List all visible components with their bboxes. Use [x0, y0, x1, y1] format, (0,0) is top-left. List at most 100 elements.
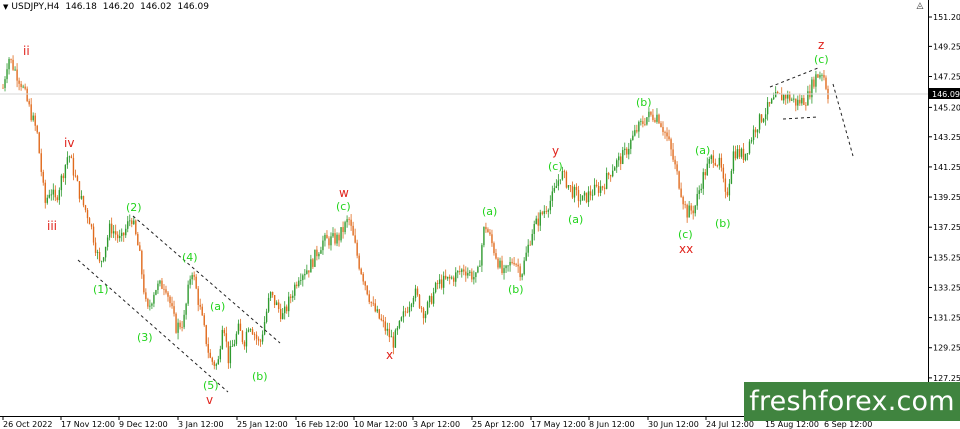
candle-body [209, 352, 211, 358]
candle-body [752, 129, 755, 141]
candle-body [328, 238, 330, 246]
candle-body [235, 333, 238, 344]
candle-body [56, 197, 59, 201]
candle-body [159, 280, 161, 284]
candle-body [537, 218, 539, 226]
candle-body [211, 357, 213, 362]
candle-body [20, 83, 22, 88]
candle-body [781, 93, 783, 101]
candle-body [6, 69, 8, 80]
candle-body [338, 234, 340, 241]
projection-line[interactable] [832, 83, 854, 157]
candle-body [219, 349, 222, 360]
candle-body [451, 277, 453, 279]
candle-body [477, 266, 479, 273]
candle-body [408, 307, 411, 313]
candle-body [137, 234, 139, 246]
wave-label-c-z: (c) [814, 53, 829, 66]
candle-body [193, 275, 195, 277]
price-tick-label: 137.25 [933, 223, 960, 232]
candle-body [807, 91, 809, 106]
candle-body [167, 292, 169, 297]
triangle-upper-line[interactable] [769, 67, 819, 88]
candle-body [457, 271, 459, 273]
candle-body [469, 271, 471, 274]
candle-body [509, 261, 511, 266]
candle-body [690, 205, 692, 211]
wave-label-1: (1) [93, 283, 109, 296]
candle-body [42, 171, 44, 183]
candle-body [390, 336, 393, 338]
candle-body [442, 275, 445, 288]
candle-body [722, 167, 725, 179]
candle-body [728, 183, 731, 196]
current-price-box [929, 88, 960, 99]
candle-body [774, 91, 777, 98]
candle-body [129, 220, 131, 222]
candle-body [817, 74, 819, 78]
wave-label-ii: ii [23, 44, 30, 58]
candle-body [324, 234, 326, 241]
time-axis[interactable]: 26 Oct 2022 17 Nov 12:00 9 Dec 12:00 3 Jan … [0, 416, 929, 429]
candle-body [26, 88, 28, 102]
candle-body [362, 273, 364, 282]
candle-body [706, 163, 708, 176]
candle-body [88, 218, 91, 225]
candle-body [10, 59, 12, 60]
candle-body [336, 234, 338, 244]
candle-body [708, 159, 710, 164]
candle-body [461, 269, 463, 272]
candle-body [376, 309, 378, 312]
price-axis[interactable]: 151.20 149.25 147.25 145.20 143.25 141.25 139.… [928, 0, 960, 416]
candle-body [650, 111, 652, 115]
candle-body [479, 265, 481, 267]
candle-body [698, 190, 700, 194]
wave-label-c-y: (c) [548, 160, 563, 173]
chart-shift-icon[interactable]: ◬ [916, 1, 924, 11]
candle-body [247, 329, 250, 332]
candle-body [644, 123, 646, 125]
candle-body [149, 305, 151, 307]
candle-body [424, 313, 427, 319]
candle-body [616, 160, 618, 168]
time-tick-label: 17 Nov 12:00 [61, 420, 115, 429]
candle-body [607, 172, 610, 176]
candle-body [748, 141, 751, 154]
candle-body [591, 194, 594, 196]
triangle-lower-line[interactable] [782, 116, 819, 120]
time-tick-label: 9 Dec 12:00 [119, 420, 168, 429]
wave-label-4: (4) [182, 251, 198, 264]
candle-body [139, 245, 141, 251]
channel-lower-line[interactable] [77, 259, 229, 393]
candle-body [603, 187, 606, 189]
candle-body [543, 211, 545, 214]
candle-body [626, 148, 628, 155]
candle-body [455, 272, 457, 282]
candle-body [312, 259, 314, 267]
candle-body [364, 281, 366, 286]
candle-body [704, 172, 706, 176]
candle-body [36, 125, 38, 133]
candle-body [634, 130, 636, 136]
candle-body [799, 99, 801, 104]
candle-body [360, 268, 362, 274]
candle-body [227, 341, 230, 364]
candle-body [110, 223, 113, 234]
chart-header: ▼ USDJPY,H4 146.18 146.20 146.02 146.09 [3, 2, 209, 12]
triangle-down-icon[interactable]: ▼ [3, 3, 9, 11]
candle-body [823, 74, 825, 78]
candle-body [459, 271, 461, 272]
candle-body [294, 284, 296, 296]
channel-upper-line[interactable] [132, 215, 281, 344]
candle-body [151, 303, 153, 306]
candle-body [585, 192, 588, 203]
candle-body [52, 189, 55, 195]
candle-body [370, 301, 372, 303]
candle-body [267, 297, 270, 312]
candle-body [80, 195, 83, 199]
candle-body [273, 295, 276, 305]
candle-body [275, 302, 278, 305]
wave-label-a1: (a) [210, 300, 225, 313]
